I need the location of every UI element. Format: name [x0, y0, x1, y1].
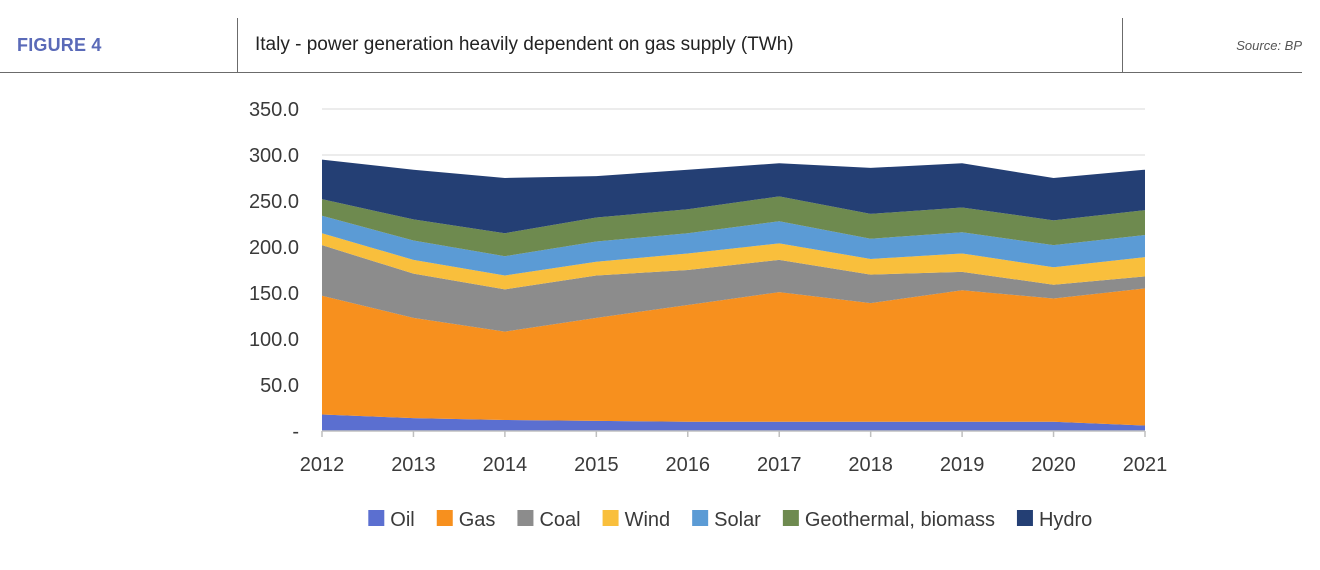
- area-gas: [322, 288, 1145, 426]
- legend-item-gas: Gas: [436, 509, 496, 531]
- header-divider-left: [237, 18, 238, 72]
- x-axis: [321, 430, 1146, 437]
- legend: Oil Gas Coal Wind Solar Geothermal, biomass Hy…: [368, 509, 1092, 531]
- legend-swatch: [602, 510, 619, 526]
- legend-item-oil: Oil: [368, 509, 415, 531]
- legend-swatch: [782, 510, 799, 526]
- x-tick-label: 2019: [940, 454, 985, 476]
- legend-item-geothermal-biomass: Geothermal, biomass: [782, 509, 995, 531]
- x-tick-label: 2018: [848, 454, 893, 476]
- legend-swatch: [1016, 510, 1033, 526]
- x-tick-label: 2017: [757, 454, 802, 476]
- legend-label: Geothermal, biomass: [805, 509, 995, 531]
- y-tick-label: 50.0: [260, 375, 299, 397]
- legend-label: Oil: [390, 509, 414, 531]
- x-tick-label: 2012: [300, 454, 345, 476]
- y-tick-label: 350.0: [249, 99, 299, 121]
- area-solar: [322, 215, 1145, 276]
- x-tick-label: 2015: [574, 454, 619, 476]
- area-oil: [322, 414, 1145, 431]
- x-tick-label: 2013: [391, 454, 436, 476]
- x-tick-label: 2014: [483, 454, 528, 476]
- x-tick-label: 2021: [1123, 454, 1168, 476]
- legend-swatch: [368, 510, 385, 526]
- figure-header: FIGURE 4 Italy - power generation heavil…: [0, 18, 1302, 73]
- source-note: Source: BP: [1236, 38, 1302, 53]
- legend-item-solar: Solar: [692, 509, 761, 531]
- y-tick-label: 200.0: [249, 237, 299, 259]
- legend-label: Hydro: [1039, 509, 1092, 531]
- legend-item-wind: Wind: [602, 509, 671, 531]
- legend-label: Coal: [539, 509, 580, 531]
- legend-swatch: [436, 510, 453, 526]
- area-geothermal-biomass: [322, 196, 1145, 257]
- figure-label: FIGURE 4: [17, 35, 102, 55]
- y-tick-label: -: [292, 421, 299, 443]
- legend-swatch: [517, 510, 534, 526]
- area-layers: [322, 159, 1145, 431]
- x-axis-ticks: 2012 2013 2014 2015 2016 2017 2018 2019 2020 2021: [300, 454, 1168, 476]
- legend-item-coal: Coal: [517, 509, 581, 531]
- legend-item-hydro: Hydro: [1016, 509, 1092, 531]
- figure-title: Italy - power generation heavily depende…: [255, 34, 794, 55]
- x-tick-label: 2016: [666, 454, 711, 476]
- y-tick-label: 250.0: [249, 191, 299, 213]
- area-hydro: [322, 159, 1145, 234]
- area-coal: [322, 245, 1145, 332]
- y-tick-label: 150.0: [249, 283, 299, 305]
- y-tick-label: 300.0: [249, 145, 299, 167]
- y-tick-label: 100.0: [249, 329, 299, 351]
- x-tick-label: 2020: [1031, 454, 1076, 476]
- header-divider-right: [1122, 18, 1123, 72]
- legend-label: Gas: [459, 509, 496, 531]
- area-wind: [322, 233, 1145, 290]
- legend-swatch: [692, 510, 709, 526]
- legend-label: Wind: [625, 509, 671, 531]
- y-axis-ticks: - 50.0 100.0 150.0 200.0 250.0 300.0 350.0: [249, 99, 299, 443]
- legend-label: Solar: [714, 509, 761, 531]
